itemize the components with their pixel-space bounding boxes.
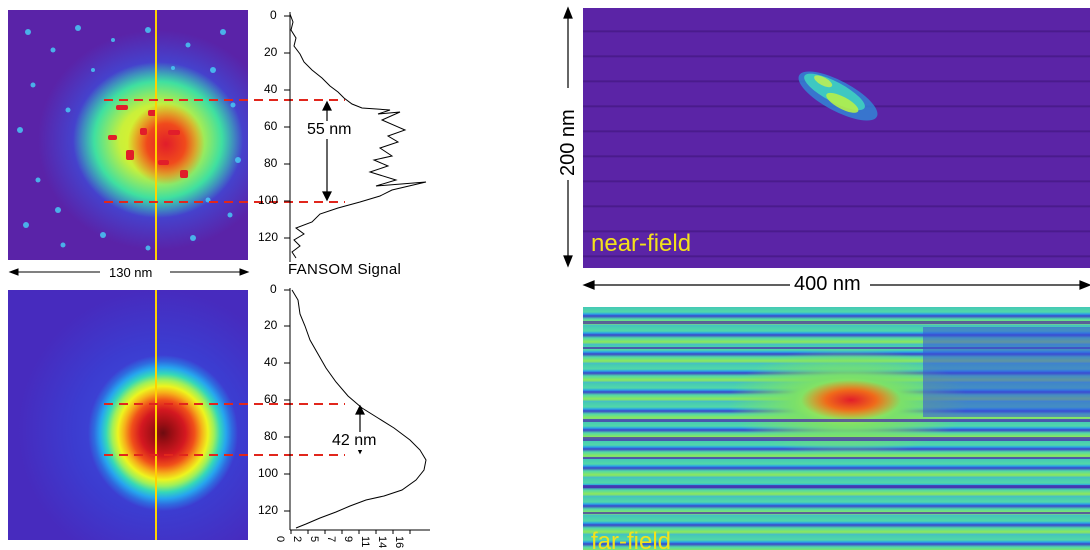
profile-curve-bottom <box>291 289 427 529</box>
fwhm-label-bottom: 42 nm <box>330 432 379 450</box>
speckle-overlay <box>17 25 241 251</box>
near-field-map <box>583 8 1090 268</box>
axis-tick-top-40: 40 <box>264 82 278 96</box>
axis-tick-top-120: 120 <box>258 230 279 244</box>
axis-tick-top-100: 100 <box>258 193 279 207</box>
profile-caption: FANSOM Signal <box>288 261 402 278</box>
axis-tick-bottom-0: 0 <box>270 282 277 296</box>
axis-tick-bottom-40: 40 <box>264 355 278 369</box>
axis-tick-bottom-100: 100 <box>258 466 279 480</box>
axis-tick-bottom-120: 120 <box>258 503 279 517</box>
axis-tick-top-0: 0 <box>270 8 277 22</box>
axis-tick-bottom-20: 20 <box>264 318 278 332</box>
near-field-label: near-field <box>591 230 692 257</box>
scale-label-130nm: 130 nm <box>107 265 155 280</box>
far-field-label: far-field <box>591 528 672 550</box>
fansom-map-bottom <box>8 290 248 540</box>
height-bar-200nm <box>563 6 573 268</box>
height-label-200nm: 200 nm <box>557 109 579 176</box>
far-field-streaks <box>583 321 1090 514</box>
fwhm-label-top: 55 nm <box>305 121 354 139</box>
axis-tick-bottom-60: 60 <box>264 392 278 406</box>
far-field-map <box>583 307 1090 550</box>
axis-tick-top-60: 60 <box>264 119 278 133</box>
scale-bar-130nm <box>8 268 250 276</box>
profile-axis-top <box>284 12 291 262</box>
axis-tick-top-20: 20 <box>264 45 278 59</box>
near-field-feature <box>798 71 878 121</box>
axis-tick-bottom-80: 80 <box>264 429 278 443</box>
axis-tick-top-80: 80 <box>264 156 278 170</box>
signal-ticks <box>290 530 411 534</box>
profile-axis-bottom <box>284 288 430 531</box>
width-bar-400nm <box>582 280 1090 290</box>
profile-curve-top <box>289 13 427 259</box>
width-label-400nm: 400 nm <box>794 273 861 295</box>
fansom-map-top <box>8 10 248 260</box>
